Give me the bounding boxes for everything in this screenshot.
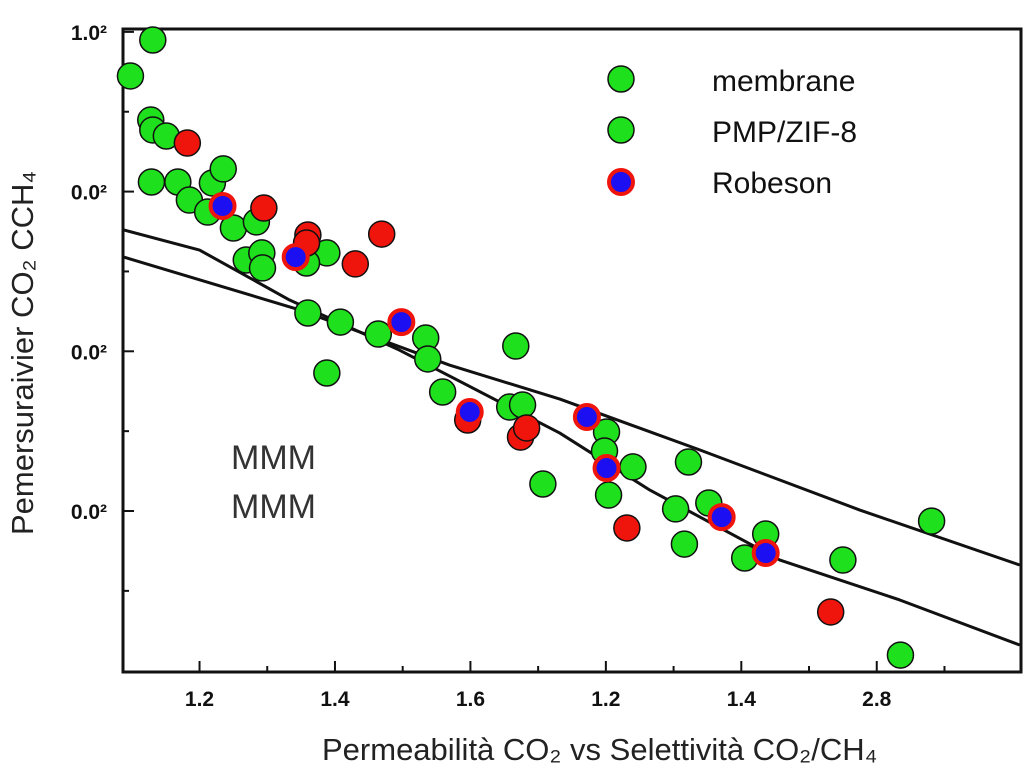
- point-green-31: [619, 453, 647, 481]
- point-green-33: [674, 448, 703, 476]
- x-axis-title: Permeabilità CO₂ vs Selettività CO₂/CH₄: [322, 732, 877, 766]
- y-tick-label: 0.0²: [71, 501, 107, 524]
- point-robeson-3: [455, 397, 484, 426]
- x-tick-label: 1.2: [185, 688, 214, 711]
- point-green-18: [294, 299, 322, 327]
- y-tick-label: 0.0²: [71, 182, 107, 205]
- annotation-mmm-1: MMM: [231, 439, 316, 477]
- x-tick-label: 1.2: [591, 688, 620, 711]
- point-red-10: [816, 598, 845, 626]
- point-robeson-7: [751, 539, 780, 568]
- point-green-32: [594, 481, 623, 509]
- point-red-8: [512, 414, 541, 442]
- point-green-35: [670, 530, 699, 558]
- point-green-20: [313, 359, 341, 387]
- y-tick-label: 1.0²: [71, 22, 107, 45]
- legend-label-membrane: membrane: [712, 65, 855, 98]
- axis-ticks: 1.2 1.4 1.6 1.2 1.4 2.8 1.0² 0.0² 0.0² 0.0²: [71, 22, 946, 711]
- point-robeson-4: [572, 402, 601, 431]
- plot-frame: [121, 27, 1023, 674]
- legend-label-pmp-zif8: PMP/ZIF-8: [712, 116, 857, 149]
- point-green-41: [886, 641, 915, 669]
- point-green-39: [829, 546, 857, 574]
- x-tick-label: 1.6: [456, 688, 485, 711]
- data-points: [116, 26, 946, 669]
- point-robeson-5: [592, 454, 621, 483]
- point-green-34: [661, 495, 690, 523]
- point-red-9: [613, 514, 641, 542]
- point-green-25: [502, 332, 530, 360]
- point-green-5: [137, 168, 166, 196]
- y-axis-title: Pemersuraivier CO₂ CCH₄: [5, 171, 40, 535]
- legend-label-robeson: Robeson: [712, 167, 832, 200]
- point-red-5: [341, 250, 370, 278]
- y-tick-label: 0.0²: [71, 341, 107, 364]
- point-green-24: [428, 378, 457, 406]
- point-red-0: [173, 129, 202, 157]
- point-green-21: [364, 320, 393, 348]
- x-tick-label: 2.8: [862, 688, 892, 711]
- point-green-19: [326, 308, 355, 336]
- point-green-40: [917, 507, 946, 535]
- legend-marker-robeson: [607, 168, 635, 196]
- x-tick-label: 1.4: [727, 688, 757, 711]
- annotation-mmm-2: MMM: [231, 488, 316, 526]
- point-robeson-0: [208, 191, 237, 220]
- point-green-28: [529, 470, 557, 498]
- point-robeson-2: [387, 308, 416, 337]
- point-green-1: [139, 26, 167, 54]
- point-robeson-6: [707, 503, 736, 532]
- legend-marker-pmp-zif8: [607, 116, 635, 144]
- point-robeson-1: [281, 243, 310, 272]
- legend-marker-membrane: [607, 65, 635, 93]
- trend-line-1: [123, 228, 1021, 647]
- legend: membrane PMP/ZIF-8 Robeson: [607, 65, 857, 200]
- point-green-27: [508, 391, 537, 419]
- point-green-15: [248, 254, 277, 282]
- x-tick-label: 1.4: [320, 688, 350, 711]
- point-green-23: [414, 345, 442, 373]
- point-green-9: [209, 155, 237, 183]
- point-red-1: [250, 194, 278, 222]
- point-green-0: [116, 62, 145, 90]
- point-red-4: [367, 220, 396, 248]
